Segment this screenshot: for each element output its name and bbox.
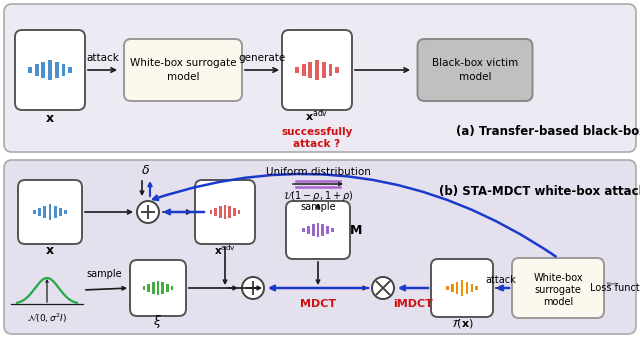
Bar <box>326 226 329 234</box>
Bar <box>470 284 473 292</box>
FancyBboxPatch shape <box>417 39 532 101</box>
Text: model: model <box>459 72 492 82</box>
Bar <box>54 206 56 218</box>
Text: $\mathbf{x}$: $\mathbf{x}$ <box>45 243 55 257</box>
Text: model: model <box>543 297 573 307</box>
Bar <box>147 284 150 292</box>
Bar <box>214 208 217 216</box>
Bar <box>331 228 333 232</box>
Bar <box>219 206 221 218</box>
Bar <box>152 282 155 294</box>
Text: Black-box victim: Black-box victim <box>432 58 518 68</box>
FancyBboxPatch shape <box>282 30 352 110</box>
Text: attack: attack <box>485 275 516 285</box>
Bar <box>224 205 227 219</box>
FancyBboxPatch shape <box>124 39 242 101</box>
Bar <box>315 59 319 80</box>
Text: $\delta$: $\delta$ <box>141 164 150 176</box>
FancyBboxPatch shape <box>512 258 604 318</box>
Bar <box>317 223 319 237</box>
FancyBboxPatch shape <box>4 4 636 152</box>
Text: White-box surrogate: White-box surrogate <box>130 58 236 68</box>
FancyBboxPatch shape <box>130 260 186 316</box>
Bar <box>35 64 38 76</box>
Circle shape <box>137 201 159 223</box>
Bar <box>166 284 168 292</box>
Bar <box>61 64 65 76</box>
Text: MDCT: MDCT <box>300 299 336 309</box>
FancyBboxPatch shape <box>286 201 350 259</box>
Text: $\xi$: $\xi$ <box>154 314 163 331</box>
Bar <box>307 226 310 234</box>
Bar <box>161 282 164 294</box>
Text: $\mathcal{N}(0,\sigma^2 I)$: $\mathcal{N}(0,\sigma^2 I)$ <box>27 311 67 325</box>
Text: iMDCT: iMDCT <box>394 299 433 309</box>
Text: Loss function: Loss function <box>589 283 640 293</box>
Bar <box>233 208 236 216</box>
Bar <box>295 67 299 73</box>
Circle shape <box>372 277 394 299</box>
Bar <box>228 206 231 218</box>
Bar <box>461 280 463 296</box>
Bar <box>55 62 58 78</box>
Text: $\mathbf{x}^{\mathrm{adv}}$: $\mathbf{x}^{\mathrm{adv}}$ <box>305 108 329 124</box>
Bar <box>64 210 67 214</box>
Bar <box>302 64 305 76</box>
Bar <box>476 286 478 290</box>
Bar <box>171 286 173 290</box>
Text: successfully: successfully <box>282 127 353 137</box>
Text: $\mathbf{x}$: $\mathbf{x}$ <box>45 112 55 124</box>
Bar <box>49 204 51 220</box>
Text: surrogate: surrogate <box>534 285 581 295</box>
Bar <box>33 210 36 214</box>
FancyBboxPatch shape <box>431 259 493 317</box>
Bar <box>68 67 72 73</box>
Bar <box>456 282 458 294</box>
FancyBboxPatch shape <box>195 180 255 244</box>
Bar <box>322 62 326 78</box>
Text: (b) STA-MDCT white-box attack: (b) STA-MDCT white-box attack <box>439 186 640 198</box>
Bar <box>303 228 305 232</box>
Bar <box>328 64 332 76</box>
FancyBboxPatch shape <box>4 160 636 334</box>
Text: generate: generate <box>238 53 285 63</box>
Circle shape <box>242 277 264 299</box>
Text: attack: attack <box>86 53 119 63</box>
Bar <box>321 224 324 236</box>
Bar <box>451 284 454 292</box>
Text: attack ?: attack ? <box>293 139 340 149</box>
Text: model: model <box>167 72 199 82</box>
Bar <box>335 67 339 73</box>
Text: Uniform distribution: Uniform distribution <box>266 167 371 177</box>
Text: $\mathcal{T}(\mathbf{x})$: $\mathcal{T}(\mathbf{x})$ <box>451 316 474 330</box>
Bar <box>237 210 240 214</box>
Bar <box>38 208 41 216</box>
Bar <box>28 67 32 73</box>
Text: sample: sample <box>86 269 122 279</box>
Text: $\mathcal{U}(1-\rho,1+\rho)$: $\mathcal{U}(1-\rho,1+\rho)$ <box>283 189 353 203</box>
Bar <box>59 208 61 216</box>
Bar <box>308 62 312 78</box>
Text: White-box: White-box <box>533 273 583 283</box>
Bar <box>44 206 46 218</box>
Text: $\mathbf{M}$: $\mathbf{M}$ <box>349 223 363 237</box>
Bar <box>465 282 468 294</box>
Bar <box>446 286 449 290</box>
Bar <box>210 210 212 214</box>
Bar <box>48 59 52 80</box>
Bar <box>312 224 314 236</box>
Bar <box>157 281 159 295</box>
Bar <box>42 62 45 78</box>
Text: $\mathbf{x}^{\mathrm{adv}}$: $\mathbf{x}^{\mathrm{adv}}$ <box>214 243 236 257</box>
Text: sample: sample <box>300 202 336 212</box>
Text: (a) Transfer-based black-box attack: (a) Transfer-based black-box attack <box>456 125 640 139</box>
Bar <box>143 286 145 290</box>
FancyBboxPatch shape <box>15 30 85 110</box>
FancyBboxPatch shape <box>18 180 82 244</box>
